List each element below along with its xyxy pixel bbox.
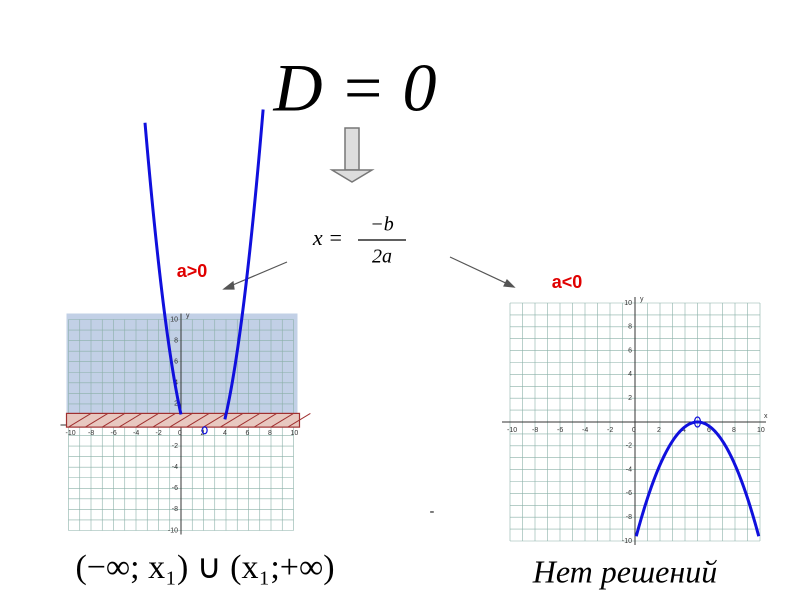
x-tick-label: 0 bbox=[178, 430, 182, 437]
y-axis-label: y bbox=[640, 296, 644, 303]
y-tick-label: 2 bbox=[628, 395, 632, 402]
y-tick-label: -4 bbox=[626, 466, 632, 473]
stripe bbox=[118, 412, 142, 428]
x-tick-label: 2 bbox=[657, 427, 661, 434]
y-tick-label: 10 bbox=[624, 300, 632, 307]
x-tick-label: -6 bbox=[557, 427, 563, 434]
y-tick-label: -10 bbox=[622, 538, 632, 545]
formula-numerator: −b bbox=[370, 214, 394, 236]
y-tick-label: -10 bbox=[168, 527, 178, 534]
stripe bbox=[152, 412, 176, 428]
branch-arrows bbox=[222, 256, 516, 290]
vertex-marker bbox=[693, 416, 702, 428]
x-tick-label: 8 bbox=[732, 427, 736, 434]
y-tick-label: -4 bbox=[172, 464, 178, 471]
y-tick-label: 8 bbox=[174, 337, 178, 344]
x-tick-label: 4 bbox=[223, 430, 227, 437]
stripe bbox=[270, 412, 294, 428]
shaded-region bbox=[66, 313, 298, 417]
x-tick-label: -4 bbox=[133, 430, 139, 437]
x-tick-label: 6 bbox=[246, 430, 250, 437]
y-tick-label: -8 bbox=[626, 514, 632, 521]
x-tick-label: 6 bbox=[707, 427, 711, 434]
y-tick-label: 8 bbox=[628, 324, 632, 331]
vertex-marker bbox=[201, 426, 208, 435]
y-tick-label: -6 bbox=[172, 485, 178, 492]
x-tick-label: 10 bbox=[757, 427, 765, 434]
note: - bbox=[430, 504, 435, 519]
stripe bbox=[287, 412, 311, 428]
title: D = 0 bbox=[273, 50, 437, 126]
stripe bbox=[186, 412, 210, 428]
stripe bbox=[101, 412, 126, 428]
x-tick-label: -10 bbox=[507, 427, 517, 434]
x-tick-label: -6 bbox=[111, 430, 117, 437]
y-tick-label: 6 bbox=[174, 359, 178, 366]
formula-denominator: 2a bbox=[372, 246, 392, 268]
y-tick-label: 2 bbox=[174, 401, 178, 408]
x-tick-label: 8 bbox=[268, 430, 272, 437]
x-tick-label: -2 bbox=[607, 427, 613, 434]
y-tick-label: 6 bbox=[628, 347, 632, 354]
y-tick-label: 10 bbox=[170, 316, 178, 323]
stripe bbox=[220, 412, 244, 428]
stripe bbox=[203, 412, 227, 428]
down-arrow bbox=[329, 127, 375, 183]
stripe bbox=[169, 412, 193, 428]
x-tick-label: -8 bbox=[88, 430, 94, 437]
x-tick-label: -10 bbox=[66, 430, 76, 437]
stripe bbox=[236, 412, 261, 428]
y-tick-label: -2 bbox=[626, 443, 632, 450]
x-tick-label: 0 bbox=[632, 427, 636, 434]
y-tick-label: -2 bbox=[172, 443, 178, 450]
x-tick-label: -2 bbox=[156, 430, 162, 437]
stripe bbox=[253, 412, 277, 428]
x-tick-label: 4 bbox=[682, 427, 686, 434]
y-tick-label: -6 bbox=[626, 490, 632, 497]
left-label: a>0 bbox=[177, 261, 208, 281]
stripe bbox=[85, 412, 109, 428]
x-tick-label: 10 bbox=[291, 430, 299, 437]
x-axis-label: x bbox=[764, 413, 768, 420]
parabola bbox=[143, 109, 265, 420]
y-tick-label: 4 bbox=[628, 371, 632, 378]
right-label: a<0 bbox=[552, 272, 583, 292]
stripe bbox=[135, 412, 159, 428]
y-tick-label: -8 bbox=[172, 506, 178, 513]
right-answer: Нет решений bbox=[532, 553, 717, 589]
formula-lhs: x = bbox=[312, 225, 343, 250]
x-tick-label: -8 bbox=[532, 427, 538, 434]
x-tick-label: -4 bbox=[582, 427, 588, 434]
stripe bbox=[68, 412, 92, 428]
right-graph: -10 -8 -6 -4 -2 0 2 4 6 8 10 10 8 6 4 2 -2 -4 -6 -8 -10 y x bbox=[502, 296, 768, 545]
parabola bbox=[634, 420, 761, 537]
left-answer: (−∞; x₁) ∪ (x₁;+∞) bbox=[75, 549, 334, 586]
y-axis-label: y bbox=[186, 312, 190, 319]
